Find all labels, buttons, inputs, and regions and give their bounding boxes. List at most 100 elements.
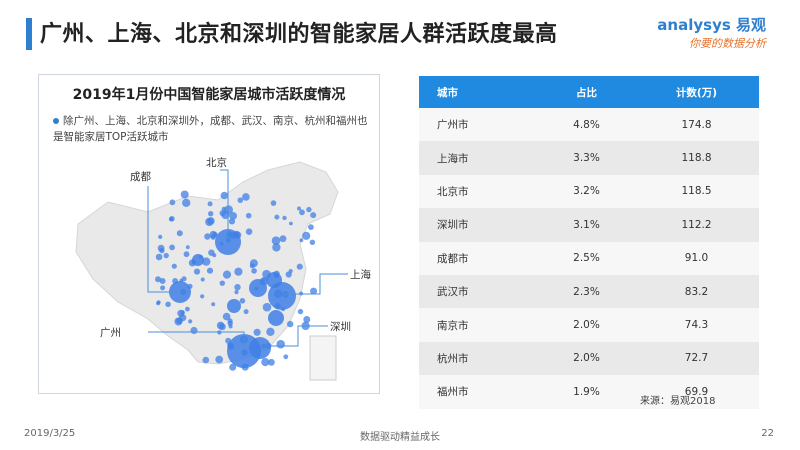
table-cell: 南京市: [419, 308, 539, 342]
city-dot: [309, 239, 316, 245]
shanghai-label: 上海: [350, 268, 371, 281]
city-dot: [272, 243, 281, 252]
chengdu-leader-line: [147, 186, 178, 293]
city-dot: [245, 212, 252, 219]
city-dot: [158, 234, 163, 239]
city-dot: [261, 358, 270, 367]
city-dot: [202, 257, 211, 266]
page-title: 广州、上海、北京和深圳的智能家居人群活跃度最高: [40, 22, 558, 47]
table-cell: 112.2: [634, 208, 759, 242]
table-cell: 83.2: [634, 274, 759, 309]
city-dot: [216, 321, 225, 330]
city-dot: [188, 319, 193, 324]
table-cell: 2.5%: [539, 241, 634, 275]
map-note-text: 除广州、上海、北京和深圳外，成都、武汉、南京、杭州和福州也是智能家居TOP活跃城…: [53, 115, 368, 143]
title-accent-bar: [26, 18, 32, 50]
table-cell: 3.2%: [539, 174, 634, 209]
city-dot: [182, 198, 191, 207]
table-cell: 4.8%: [539, 108, 634, 142]
shenzhen-leader-line: [260, 325, 328, 347]
table-cell: 74.3: [634, 308, 759, 342]
city-dot: [159, 278, 166, 284]
brand-logo: analysys 易观 你要的数据分析: [657, 14, 766, 51]
city-dot: [297, 206, 301, 211]
city-dot: [237, 197, 244, 203]
city-dot: [285, 271, 292, 278]
city-dot: [242, 193, 250, 201]
city-dot: [283, 354, 289, 360]
city-dot: [222, 270, 232, 279]
table-cell: 上海市: [419, 141, 539, 175]
city-dot: [229, 212, 238, 220]
city-dot: [306, 206, 312, 213]
table-cell: 72.7: [634, 341, 759, 376]
table-header-cell: 城市: [419, 76, 539, 108]
top-city-bubble: [169, 281, 191, 303]
city-dot: [215, 355, 224, 364]
table-header-cell: 计数(万): [634, 76, 759, 108]
table-cell: 武汉市: [419, 274, 539, 309]
city-dot: [165, 301, 171, 308]
table-cell: 福州市: [419, 375, 539, 409]
table-cell: 深圳市: [419, 208, 539, 242]
city-dot: [262, 302, 272, 312]
table-cell: 118.8: [634, 141, 759, 175]
table-cell: 北京市: [419, 174, 539, 209]
top-city-bubbles-group: [169, 229, 296, 368]
city-dot: [200, 294, 205, 299]
city-dot: [302, 231, 311, 240]
city-dot: [249, 259, 258, 268]
city-dot: [200, 277, 205, 282]
city-dot: [176, 230, 183, 237]
city-dot: [296, 263, 303, 270]
city-dot: [207, 201, 213, 207]
chengdu-label: 成都: [130, 171, 151, 183]
table-row: 深圳市 3.1% 112.2: [419, 208, 759, 242]
logo-slogan: 你要的数据分析: [689, 37, 766, 50]
table-header-row: 城市 占比 计数(万): [419, 76, 759, 108]
city-dot: [221, 206, 227, 212]
top-city-bubble: [227, 299, 241, 313]
city-dot: [310, 212, 317, 219]
city-dot: [229, 363, 237, 371]
table-cell: 2.0%: [539, 308, 634, 342]
city-dot: [310, 287, 318, 295]
map-title: 2019年1月份中国智能家居城市活跃度情况: [72, 87, 346, 103]
top-city-bubble: [215, 229, 241, 255]
top-city-bubble: [249, 337, 271, 359]
table-row: 武汉市 2.3% 83.2: [419, 274, 759, 309]
city-dot: [222, 312, 231, 321]
city-dot: [156, 300, 161, 305]
table-cell: 杭州市: [419, 341, 539, 376]
table-cell: 广州市: [419, 108, 539, 142]
top-city-bubble: [192, 254, 204, 266]
source-note: 来源：易观2018: [640, 396, 716, 407]
table-cell: 1.9%: [539, 375, 634, 409]
table-cell: 118.5: [634, 174, 759, 209]
city-dot: [308, 224, 314, 231]
bullet-dot-icon: [53, 118, 59, 124]
city-dot: [168, 217, 174, 222]
city-dot: [276, 339, 285, 349]
city-dot: [303, 316, 311, 323]
beijing-label: 北京: [206, 156, 227, 169]
city-dot: [185, 306, 190, 312]
footer-date: 2019/3/25: [24, 428, 76, 439]
south-sea-inset: [309, 335, 337, 381]
city-dot: [169, 199, 176, 206]
city-dot: [210, 235, 216, 240]
city-dot: [243, 309, 249, 315]
table-cell: 174.8: [634, 108, 759, 142]
city-dot: [253, 328, 261, 336]
table-row: 杭州市 2.0% 72.7: [419, 341, 759, 376]
city-dot: [180, 190, 189, 199]
city-dot: [279, 235, 287, 243]
footer-slogan: 数据驱动精益成长: [360, 432, 440, 443]
city-dot: [204, 233, 211, 240]
city-dot: [245, 228, 253, 235]
city-dot: [205, 217, 214, 227]
table-row: 北京市 3.2% 118.5: [419, 174, 759, 209]
city-dot: [183, 251, 190, 258]
city-dot: [220, 191, 229, 200]
city-dot: [169, 244, 176, 251]
